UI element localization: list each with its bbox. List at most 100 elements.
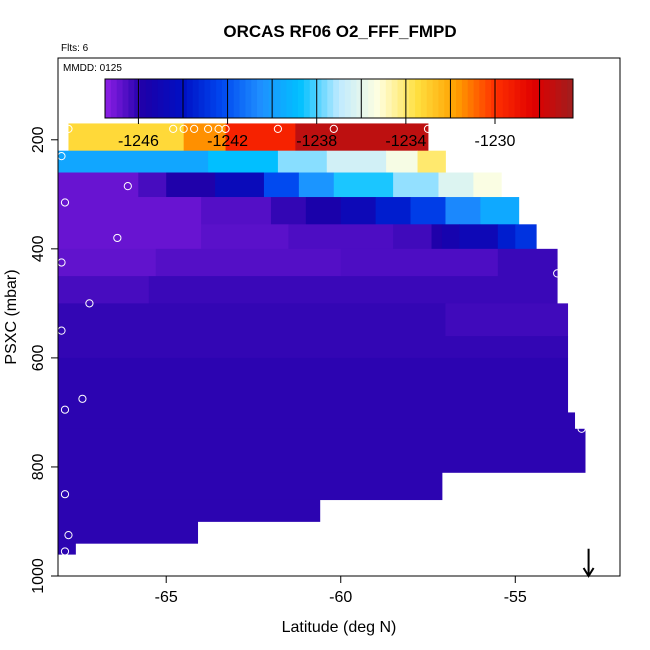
heatmap-cell [480,197,520,225]
heatmap-cell [497,248,558,277]
y-tick-label: 1000 [30,558,47,594]
colorbar-swatch [309,79,316,118]
plot-frame [57,57,621,577]
colorbar-swatch [181,79,188,118]
heatmap-cell [431,224,443,250]
colorbar-swatch [303,79,311,118]
colorbar-swatch [216,79,223,118]
colorbar-swatch [321,79,328,118]
colorbar-swatch [391,79,398,118]
colorbar-swatch [379,79,387,118]
colorbar-swatch [420,79,428,118]
heatmap-cell [208,150,279,173]
colorbar-swatch [274,79,281,118]
heatmap-cell [58,412,576,430]
colorbar-swatch [315,79,322,118]
colorbar-swatch [532,79,539,118]
heatmap-cell [58,336,569,359]
colorbar-swatch [432,79,439,118]
x-axis-label: Latitude (deg N) [282,619,397,636]
colorbar-tick-label: -1234 [385,133,426,150]
colorbar-swatch [210,79,217,118]
y-tick-label: 600 [30,344,47,371]
heatmap-cell [58,499,321,522]
x-axis: -65 -60 -55 [155,576,527,606]
heatmap-cell [201,197,272,225]
colorbar-swatch [438,79,445,118]
colorbar-swatch [450,79,457,118]
arrow-marker [582,548,595,578]
heatmap-cell [58,172,139,198]
colorbar-swatch [157,79,164,118]
sample-point-marker [113,233,122,243]
colorbar-swatch [415,79,422,118]
arrow-head [582,567,595,578]
heatmap-cell [515,224,537,250]
heatmap-cell [215,172,265,198]
colorbar-swatch [140,79,147,118]
heatmap-cell [225,123,296,152]
sample-point-marker [190,124,199,133]
colorbar-tick-label: -1238 [296,133,337,150]
colorbar-swatch [192,79,199,118]
colorbar-swatch [128,79,135,118]
x-tick-label: -60 [329,589,352,606]
sample-point-marker [64,531,73,540]
sample-point-marker [329,124,338,133]
heatmap-cell [438,172,474,198]
colorbar-tick-label: -1230 [475,133,516,150]
colorbar-swatch [198,79,205,118]
sample-point-marker [553,269,562,278]
heatmap-cell [441,224,460,250]
heatmap-cell [201,224,289,250]
colorbar-swatch [403,79,410,118]
colorbar-swatch [467,79,474,118]
heatmap-cell [58,303,446,337]
colorbar-swatch [543,79,550,118]
colorbar-swatch [409,79,416,118]
sample-point-marker [221,124,230,133]
y-axis: 200 400 600 800 1000 [30,126,58,594]
colorbar-swatch [344,79,352,118]
colorbar-swatch [368,79,375,118]
heatmap-cell [295,123,429,152]
heatmap-cell [298,172,335,198]
sample-point-marker [64,124,73,133]
y-tick-label: 400 [30,235,47,262]
heatmap-cell [58,357,569,413]
colorbar-swatch [169,79,176,118]
sample-point-marker [60,547,70,556]
heatmap-cell [410,197,446,225]
heatmap-cell [58,224,202,250]
colorbar-swatch [339,79,346,118]
heatmap-cell [497,224,516,250]
sample-point-marker [60,198,70,207]
colorbar-swatch [145,79,153,118]
sample-point-marker [169,124,178,133]
colorbar-swatch [298,79,305,118]
sample-points [57,124,586,556]
heatmap-cell [305,197,342,225]
heatmap-cell [326,150,387,173]
colorbar-swatch [257,79,264,118]
heatmap-cell [270,197,307,225]
colorbar-swatch [461,79,469,118]
heatmap-cell [340,248,499,277]
heatmap-cell [263,172,300,198]
colorbar-swatch [537,79,545,118]
colorbar-swatch [496,79,504,118]
heatmap-cell [393,172,439,198]
heatmap-cell [473,172,502,198]
colorbar-swatch [502,79,510,118]
colorbar-swatch [362,79,369,118]
heatmap-cell [417,150,446,173]
colorbar-swatch [134,79,141,118]
date-note: MMDD: 0125 [63,63,122,74]
colorbar-swatch [292,79,299,118]
colorbar-swatch [105,79,112,118]
colorbar-swatch [204,79,211,118]
heatmap-cell [277,150,328,173]
heatmap-cell [340,197,377,225]
colorbar-swatch [479,79,486,118]
colorbar-swatch [549,79,556,118]
